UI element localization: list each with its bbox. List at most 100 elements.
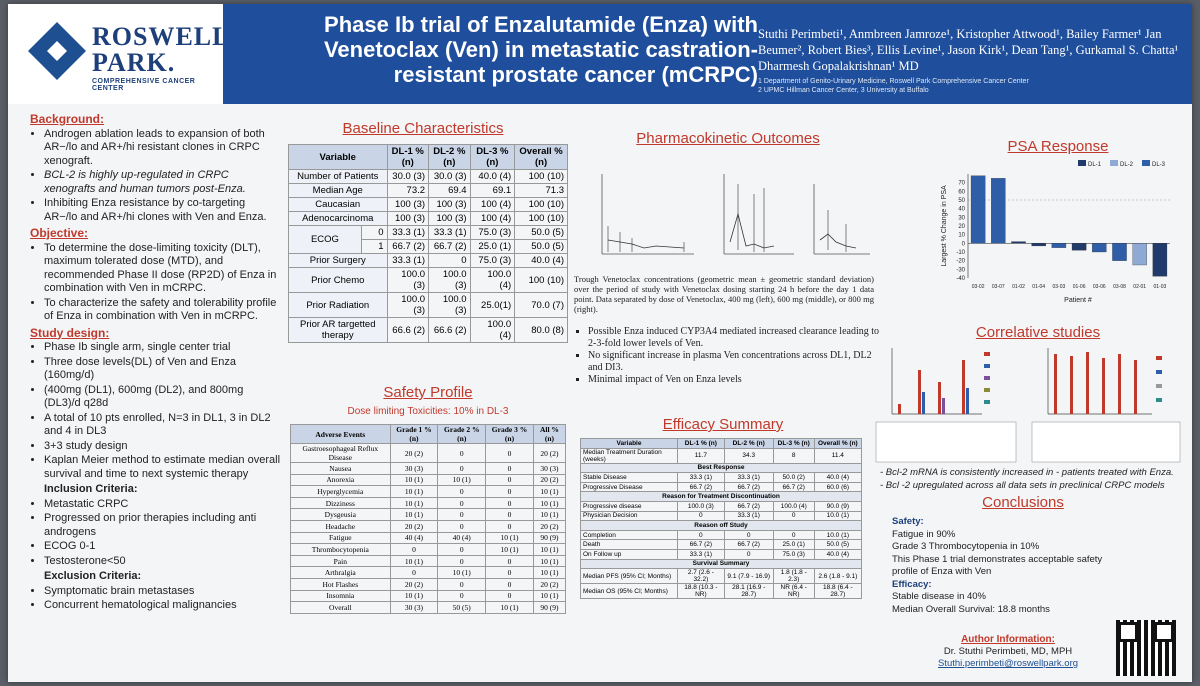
table-cell: Nausea bbox=[290, 462, 391, 475]
table-row: Hot Flashes 20 (2) 0 0 20 (2) bbox=[290, 577, 567, 591]
table-cell: Thrombocytopenia bbox=[290, 543, 391, 556]
psa-axis: -40 -30 -20 -10 0 10 20 30 40 50 60 70 bbox=[956, 174, 1170, 282]
table-cell: 40 (4) bbox=[437, 531, 487, 545]
poster-header: ROSWELL PARK. COMPREHENSIVE CANCER CENTE… bbox=[8, 4, 1192, 104]
table-cell: 2.6 (1.8 - 9.1) bbox=[813, 568, 863, 585]
contact-email-link[interactable]: Stuthi.perimbeti@roswellpark.org bbox=[937, 658, 1079, 669]
table-cell: 10 (1) bbox=[389, 589, 439, 603]
table-cell: Pain bbox=[290, 554, 391, 568]
objective-heading: Objective: bbox=[30, 226, 89, 240]
row-label: Prior Surgery bbox=[288, 253, 388, 268]
table-row: Prior Chemo 100.0 (3) 100.0 (3) 100.0 (4) 10… bbox=[288, 267, 568, 293]
affiliation-2: 2 UPMC Hillman Cancer Center, 3 Universi… bbox=[758, 87, 929, 94]
psa-legend-label: DL-3 bbox=[1152, 162, 1166, 168]
table-cell: 100 (3) bbox=[428, 211, 471, 226]
table-cell: 10.0 (1) bbox=[813, 529, 863, 541]
table-cell: 66.7 (2) bbox=[772, 481, 815, 493]
table-row: Prior Radiation 100.0 (3) 100.0 (3) 25.0(1)… bbox=[288, 292, 568, 318]
psa-legend: DL-1 DL-2 DL-3 bbox=[1078, 160, 1166, 168]
table-row: On Follow up 33.3 (1) 0 75.0 (3) 40.0 (4) bbox=[579, 548, 863, 560]
table-cell: 0 bbox=[723, 529, 774, 541]
table-cell: 40.0 (4) bbox=[514, 253, 568, 268]
table-row: Progressive Disease 66.7 (2) 66.7 (2) 66.7 … bbox=[579, 481, 863, 493]
psa-bar bbox=[1112, 243, 1127, 261]
table-cell: 10.0 (1) bbox=[813, 510, 863, 522]
table-cell: 30 (3) bbox=[389, 462, 439, 475]
section-row: Reason for Treatment Discontinuation bbox=[580, 491, 862, 502]
table-header-row: Variable DL-1 %(n) DL-2 %(n) DL-3 %(n) O… bbox=[288, 144, 568, 170]
list-item: Metastatic CRPC bbox=[44, 498, 280, 512]
table-cell: Completion bbox=[579, 529, 679, 541]
psa-bar bbox=[1092, 243, 1107, 253]
table-cell: Arthralgia bbox=[290, 566, 391, 579]
psa-waterfall-chart: DL-1 DL-2 DL-3 -40 -30 -20 -10 0 10 20 30 40 50 60 70… bbox=[941, 160, 1170, 304]
psa-tick-label: 30 bbox=[958, 215, 965, 221]
table-cell: 100.0 (4) bbox=[469, 267, 516, 293]
psa-category-label: 01-02 bbox=[1012, 284, 1025, 290]
table-row: Prior Surgery 33.3 (1) 0 75.0 (3) 40.0 (4) bbox=[288, 253, 568, 268]
table-cell: 1 bbox=[360, 239, 388, 254]
table-cell: 100.0 (3) bbox=[428, 292, 471, 318]
table-row: Pain 10 (1) 0 0 10 (1) bbox=[290, 554, 567, 568]
table-cell: 0 bbox=[485, 462, 534, 475]
table-row: Anorexia 10 (1) 10 (1) 0 20 (2) bbox=[290, 473, 567, 487]
design-list: Phase Ib single arm, single center trial… bbox=[44, 341, 280, 481]
table-cell: 0 bbox=[437, 496, 487, 510]
table-cell: 30.0 (3) bbox=[386, 169, 430, 184]
table-cell: 10 (1) bbox=[485, 543, 534, 556]
header-cell: All % (n) bbox=[532, 424, 567, 444]
table-cell: Median PFS (95% CI; Months) bbox=[579, 568, 679, 585]
section-row: Reason off Study bbox=[580, 520, 862, 531]
table-row: Gastroesophageal Reflux Disease 20 (2) 0 0 2… bbox=[290, 443, 567, 463]
table-row: Best Response bbox=[580, 462, 862, 474]
row-label: ECOG bbox=[288, 225, 362, 254]
table-cell: Fatigue bbox=[290, 531, 391, 545]
table-cell: Median OS (95% CI; Months) bbox=[579, 583, 679, 600]
psa-category-label: 02-01 bbox=[1133, 284, 1146, 290]
psa-ylabel: Largest % Change in PSA bbox=[941, 185, 948, 267]
table-cell: 50.0 (2) bbox=[772, 472, 815, 483]
table-cell: 10 (1) bbox=[532, 485, 567, 498]
table-cell: 50.0 (5) bbox=[813, 539, 863, 550]
logo-name: ROSWELL PARK. bbox=[92, 22, 230, 77]
qr-code-icon[interactable] bbox=[1116, 620, 1176, 676]
table-cell: 0 bbox=[485, 508, 534, 521]
table-cell: 0 bbox=[437, 577, 487, 591]
row-label: Prior Chemo bbox=[288, 267, 388, 293]
list-item: Possible Enza induced CYP3A4 mediated in… bbox=[588, 326, 888, 350]
table-cell: 66.7 (2) bbox=[723, 481, 774, 493]
table-cell: 34.3 bbox=[723, 447, 774, 464]
table-cell: 66.6 (2) bbox=[428, 317, 471, 343]
table-cell: 50.0 (5) bbox=[514, 225, 568, 240]
psa-category-label: 01-06 bbox=[1073, 284, 1086, 290]
list-item: To determine the dose-limiting toxicity … bbox=[44, 242, 280, 296]
table-row: Headache 20 (2) 0 0 20 (2) bbox=[290, 519, 567, 533]
correlative-figures bbox=[875, 348, 1181, 463]
list-item: - Bcl -2 upregulated across all data set… bbox=[880, 480, 1165, 491]
table-cell: 100 (3) bbox=[386, 211, 430, 226]
table-cell: 100 (4) bbox=[469, 197, 516, 212]
conclusion-line: Fatigue in 90% bbox=[892, 528, 956, 540]
table-cell: 100 (10) bbox=[514, 169, 568, 184]
table-cell: 20 (2) bbox=[532, 473, 567, 487]
table-cell: 10 (1) bbox=[389, 508, 439, 521]
table-cell: 100 (10) bbox=[514, 267, 568, 293]
table-cell: 28.1 (16.9 - 28.7) bbox=[723, 583, 774, 600]
table-row: Survival Summary bbox=[580, 558, 862, 570]
pk-plots bbox=[601, 174, 870, 255]
list-item: Kaplan Meier method to estimate median o… bbox=[44, 454, 280, 481]
table-cell: 25.0(1) bbox=[469, 292, 516, 318]
header-cell: DL-2 % (n) bbox=[723, 438, 774, 449]
table-cell: Median Treatment Duration (weeks) bbox=[579, 447, 679, 464]
list-item: 3+3 study design bbox=[44, 440, 280, 454]
table-row: Progressive disease 100.0 (3) 66.7 (2) 100.… bbox=[579, 500, 863, 512]
section-row: Best Response bbox=[580, 462, 862, 474]
table-row: Median PFS (95% CI; Months) 2.7 (2.6 - 32… bbox=[579, 568, 863, 585]
table-row: Death 66.7 (2) 66.7 (2) 25.0 (1) 50.0 (5) bbox=[579, 539, 863, 550]
psa-bar bbox=[1051, 243, 1067, 248]
table-cell: 60.0 (6) bbox=[813, 481, 863, 493]
psa-category-label: 03-06 bbox=[1093, 284, 1106, 290]
table-cell: Overall bbox=[290, 601, 391, 614]
table-cell: 25.0 (1) bbox=[469, 239, 516, 254]
header-cell: DL-2 %(n) bbox=[428, 144, 471, 170]
